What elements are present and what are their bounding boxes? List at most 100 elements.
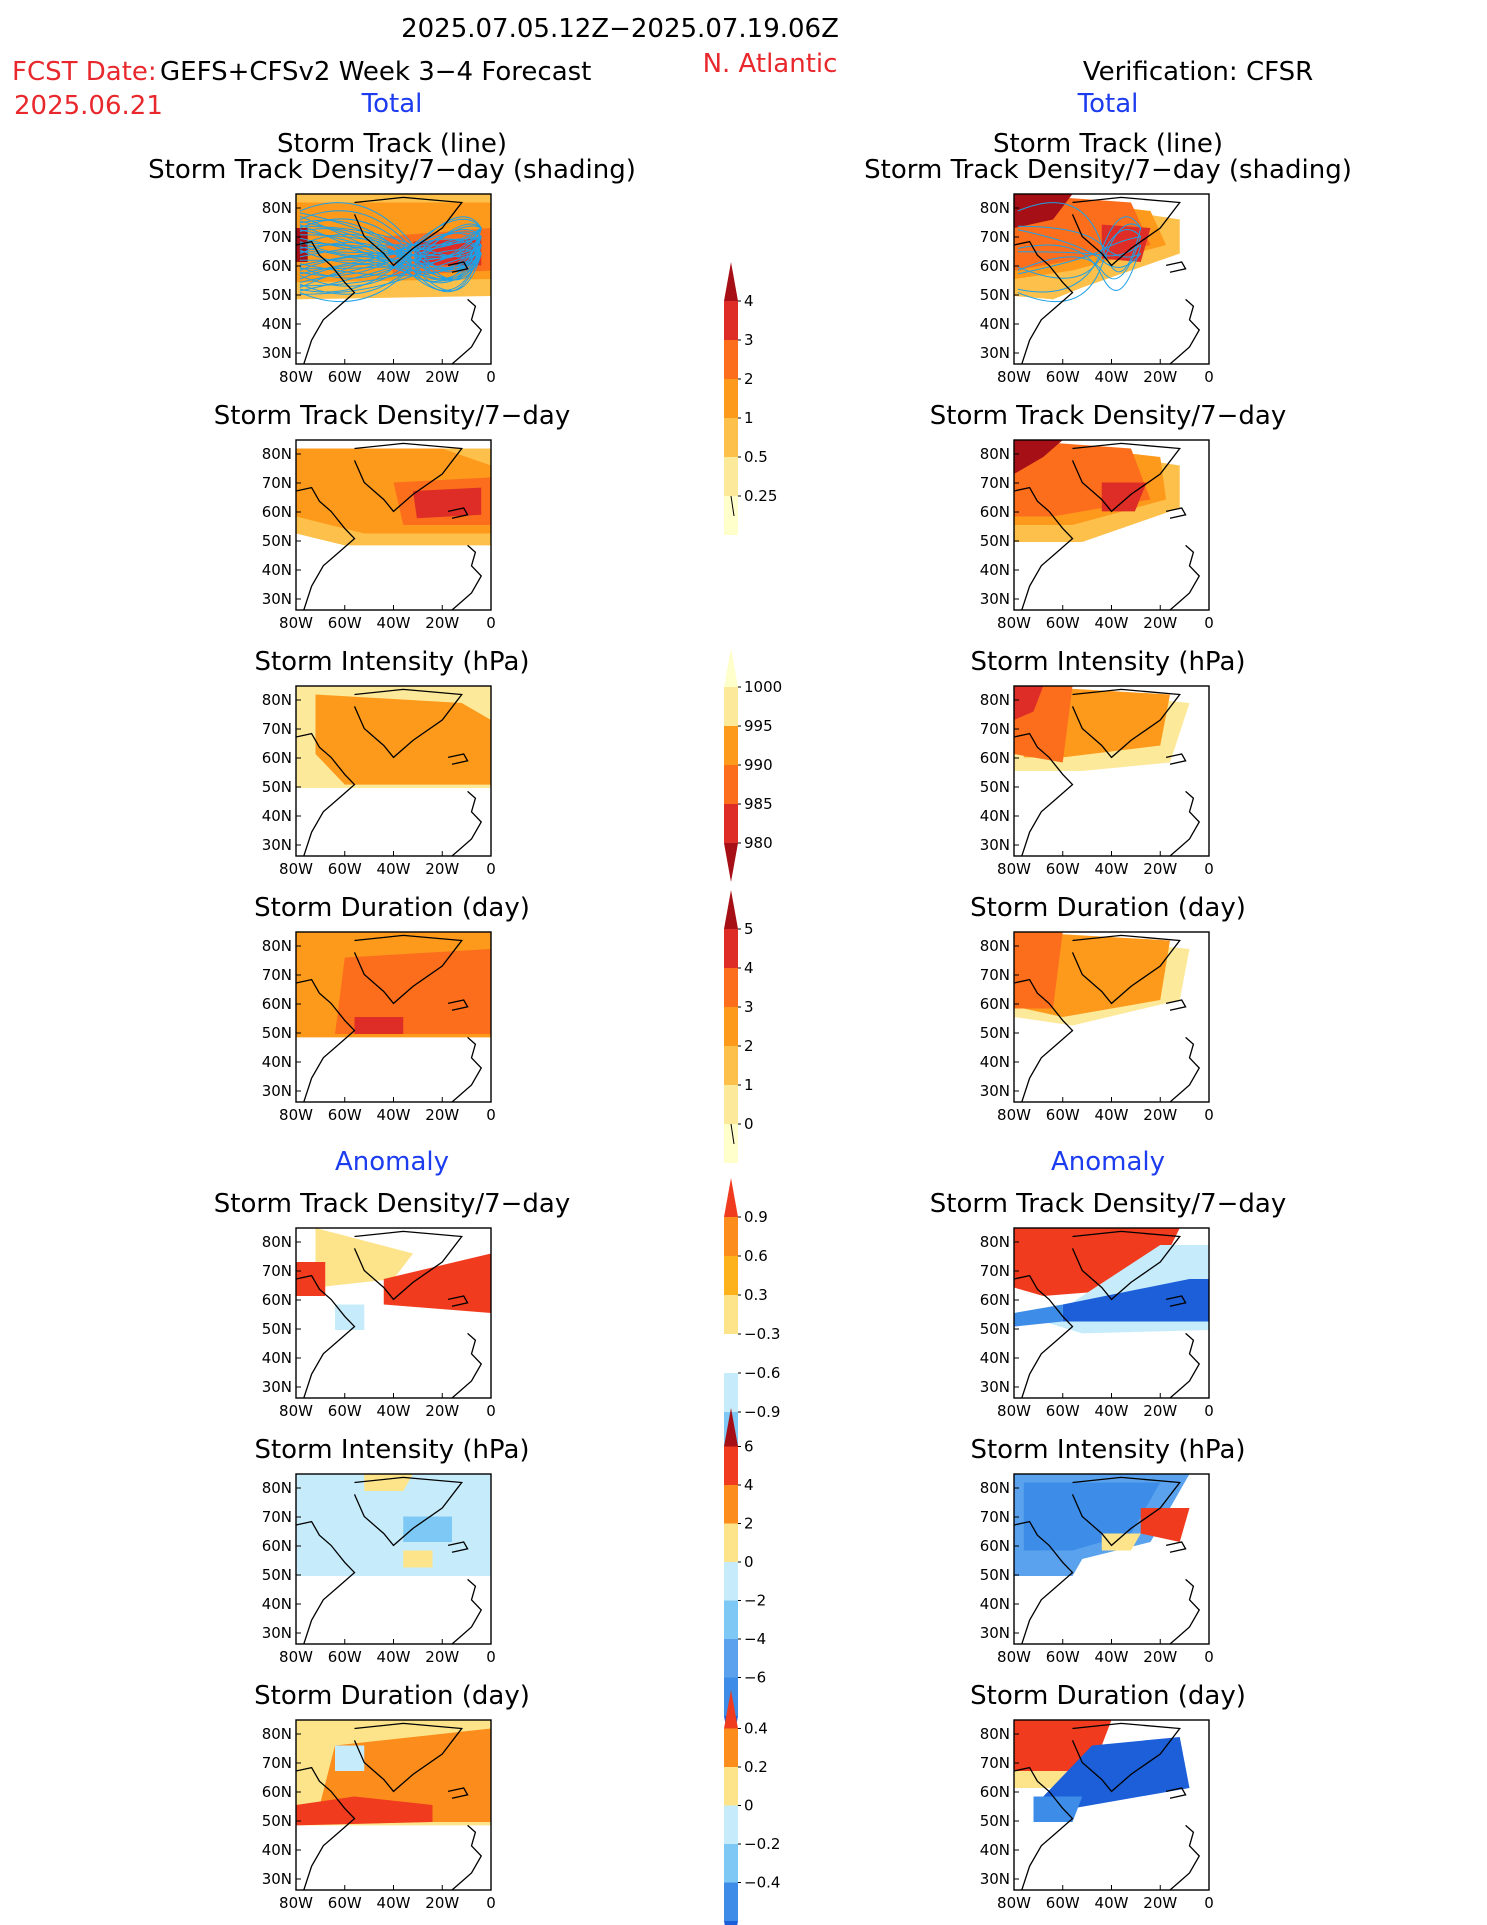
total-label-right: Total	[1077, 89, 1139, 119]
coastline	[353, 934, 463, 1005]
colorbar-segment	[724, 929, 738, 968]
shading-region	[1140, 1508, 1190, 1542]
colorbar-label: −0.4	[744, 1874, 780, 1892]
panel-title: Storm Track (line)	[277, 129, 507, 159]
coastline	[1165, 753, 1187, 765]
lat-tick-label: 50N	[980, 532, 1010, 550]
lon-tick-label: 20W	[425, 368, 459, 386]
panel-title: Storm Intensity (hPa)	[970, 1435, 1245, 1465]
map-panels: Storm Track (line)Storm Track Density/7−…	[148, 129, 1352, 1912]
lon-tick-label: 40W	[1095, 614, 1129, 632]
colorbar-segment	[724, 1373, 738, 1412]
lat-tick-label: 60N	[980, 1291, 1010, 1309]
lat-tick-label: 60N	[262, 1291, 292, 1309]
lon-tick-label: 40W	[377, 860, 411, 878]
colorbar: 0.4 0.2 0 −0.2 −0.4	[724, 1690, 780, 1925]
coastline	[447, 261, 469, 273]
coastline	[296, 240, 356, 364]
colorbar-segment	[724, 379, 738, 418]
fcst-date-value: 2025.06.21	[14, 91, 163, 121]
colorbar-segment	[724, 340, 738, 379]
colorbar-label: 0.5	[744, 448, 768, 466]
map-panel: 80N 70N 60N 50N 40N 30N 80W 60W 40W 20W 0	[262, 1227, 496, 1420]
lon-tick-label: 20W	[425, 1402, 459, 1420]
lon-tick-label: 80W	[279, 1894, 313, 1912]
lon-tick-label: 80W	[997, 614, 1031, 632]
lon-tick-label: 80W	[279, 1402, 313, 1420]
colorbar-label: 4	[744, 1476, 754, 1494]
colorbar-label: 0	[744, 1553, 754, 1571]
colorbar-segment	[724, 1562, 738, 1601]
lat-tick-label: 70N	[262, 474, 292, 492]
colorbar-label: 2	[744, 370, 754, 388]
lat-tick-label: 50N	[980, 1024, 1010, 1042]
lat-tick-label: 70N	[262, 1262, 292, 1280]
colorbar-segment	[724, 418, 738, 457]
shading-region	[335, 1745, 365, 1771]
colorbar-segment	[724, 1882, 738, 1921]
map-panel: 80N 70N 60N 50N 40N 30N 80W 60W 40W 20W 0	[980, 439, 1214, 632]
panel-title: Storm Track Density/7−day	[214, 401, 570, 431]
lon-tick-label: 40W	[377, 614, 411, 632]
lon-tick-label: 60W	[328, 1106, 362, 1124]
colorbar-segment	[724, 496, 738, 535]
coastline	[1169, 298, 1201, 364]
lat-tick-label: 80N	[262, 1233, 292, 1251]
map-panel: 80N 70N 60N 50N 40N 30N 80W 60W 40W 20W 0	[980, 193, 1214, 386]
colorbar-label: −6	[744, 1669, 766, 1687]
colorbar-segment	[724, 1124, 738, 1163]
lat-tick-label: 60N	[980, 1783, 1010, 1801]
storm-track-line	[1017, 244, 1142, 291]
coastline	[447, 1787, 469, 1799]
coastline	[1165, 1295, 1187, 1307]
lat-tick-label: 50N	[262, 286, 292, 304]
lat-tick-label: 80N	[262, 937, 292, 955]
panel-subtitle: Storm Track Density/7−day (shading)	[148, 155, 636, 185]
lat-tick-label: 80N	[980, 1233, 1010, 1251]
colorbar-label: 995	[744, 717, 773, 735]
map-panel: 80N 70N 60N 50N 40N 30N 80W 60W 40W 20W 0	[980, 1719, 1214, 1912]
lat-tick-label: 70N	[262, 720, 292, 738]
storm-track-line	[1017, 216, 1142, 293]
shading-region	[403, 1550, 433, 1568]
coastline	[1014, 732, 1074, 856]
lon-tick-label: 80W	[997, 1894, 1031, 1912]
coastline	[447, 507, 469, 519]
map-panel: 80N 70N 60N 50N 40N 30N 80W 60W 40W 20W 0	[262, 439, 496, 632]
colorbar-segment	[724, 1600, 738, 1639]
colorbar-label: 3	[744, 998, 754, 1016]
coastline	[451, 544, 483, 610]
coastline	[1071, 442, 1181, 513]
map-panel: 80N 70N 60N 50N 40N 30N 80W 60W 40W 20W 0	[980, 1227, 1214, 1420]
storm-track-line	[1017, 229, 1142, 268]
lat-tick-label: 50N	[980, 286, 1010, 304]
coastline	[296, 978, 356, 1102]
colorbar-label: −0.9	[744, 1403, 780, 1421]
coastline	[1169, 1332, 1201, 1398]
coastline	[353, 196, 463, 267]
lat-tick-label: 70N	[262, 966, 292, 984]
lat-tick-label: 40N	[262, 1349, 292, 1367]
colorbar-segment	[724, 1639, 738, 1678]
shading-region	[1023, 932, 1170, 1017]
coastline	[1014, 1766, 1074, 1890]
lat-tick-label: 30N	[980, 344, 1010, 362]
lat-tick-label: 50N	[262, 778, 292, 796]
lat-tick-label: 30N	[262, 344, 292, 362]
lon-tick-label: 20W	[1143, 860, 1177, 878]
colorbar-segment	[724, 968, 738, 1007]
map-panel: 80N 70N 60N 50N 40N 30N 80W 60W 40W 20W 0	[980, 685, 1214, 878]
region-title: N. Atlantic	[703, 49, 838, 79]
coastline	[1169, 790, 1201, 856]
lon-tick-label: 20W	[1143, 1648, 1177, 1666]
colorbar-label: 980	[744, 834, 773, 852]
shading-region	[315, 1228, 413, 1288]
lat-tick-label: 50N	[980, 1566, 1010, 1584]
lat-tick-label: 80N	[980, 199, 1010, 217]
lon-tick-label: 60W	[328, 1894, 362, 1912]
colorbar-label: 2	[744, 1037, 754, 1055]
lat-tick-label: 60N	[262, 1537, 292, 1555]
lon-tick-label: 40W	[377, 368, 411, 386]
lon-tick-label: 0	[1204, 1402, 1214, 1420]
lat-tick-label: 30N	[262, 836, 292, 854]
